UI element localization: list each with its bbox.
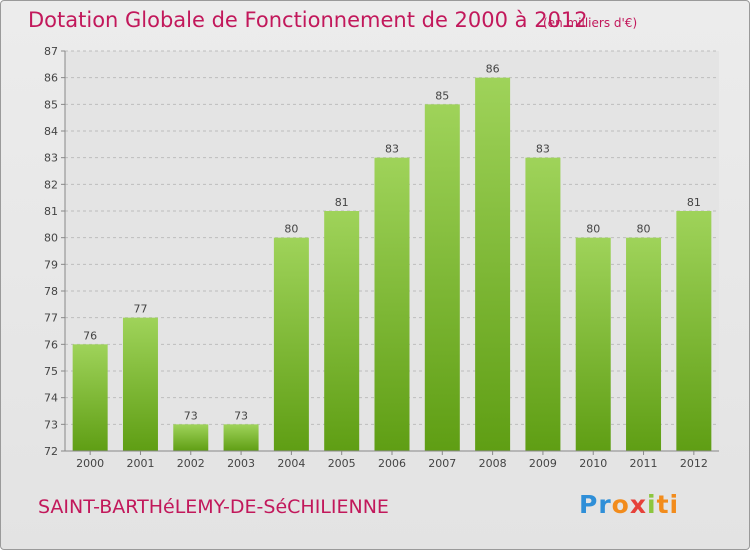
x-tick-label: 2008 [479,457,507,470]
bar [324,211,360,451]
bar [475,77,511,452]
x-tick-label: 2002 [177,457,205,470]
data-label: 81 [687,196,701,209]
x-tick-label: 2004 [277,457,305,470]
x-tick-label: 2005 [328,457,356,470]
y-tick-label: 78 [44,285,58,298]
y-tick-label: 75 [44,365,58,378]
proxiti-logo[interactable]: Proxiti [579,490,679,519]
bar [525,157,561,451]
data-label: 73 [184,409,198,422]
logo-part-5: ti [656,490,680,519]
commune-name: SAINT-BARTHéLEMY-DE-SéCHILIENNE [38,496,389,518]
x-tick-label: 2011 [630,457,658,470]
bar [273,237,309,451]
bar [676,211,712,451]
data-label: 76 [83,329,97,342]
logo-part-1: Pr [579,490,612,519]
x-tick-label: 2007 [428,457,456,470]
chart-title: Dotation Globale de Fonctionnement de 20… [28,8,588,32]
logo-part-2: o [611,490,630,519]
bar [122,317,158,451]
y-tick-label: 85 [44,98,58,111]
data-label: 83 [536,143,550,156]
data-label: 77 [133,303,147,316]
y-tick-label: 84 [44,125,58,138]
axes: 72 73 74 75 76 77 78 79 80 81 82 83 84 85 86 87 2000 2001… [44,45,719,470]
y-tick-label: 82 [44,178,58,191]
data-label: 73 [234,409,248,422]
bar [173,424,209,451]
y-tick-label: 81 [44,205,58,218]
y-tick-label: 79 [44,258,58,271]
y-tick-label: 76 [44,338,58,351]
x-tick-label: 2012 [680,457,708,470]
y-tick-label: 87 [44,45,58,58]
bar [424,104,460,451]
bars: 76 77 73 73 80 81 83 85 86 83 80 80 81 [72,63,712,452]
bar [223,424,259,451]
bar [575,237,611,451]
y-tick-label: 86 [44,72,58,85]
y-tick-label: 74 [44,392,58,405]
data-label: 80 [284,223,298,236]
y-tick-label: 83 [44,152,58,165]
logo-part-4: i [646,490,657,519]
x-tick-label: 2001 [126,457,154,470]
x-tick-label: 2006 [378,457,406,470]
x-tick-label: 2000 [76,457,104,470]
data-label: 80 [637,223,651,236]
data-label: 86 [486,63,500,76]
logo-part-3: x [629,490,647,519]
x-tick-label: 2010 [579,457,607,470]
bar [374,157,410,451]
bar [626,237,662,451]
data-label: 81 [335,196,349,209]
data-label: 85 [435,89,449,102]
y-tick-label: 72 [44,445,58,458]
bar [72,344,108,451]
y-tick-label: 80 [44,232,58,245]
chart-unit-note: (en milliers d'€) [543,16,638,30]
data-label: 80 [586,223,600,236]
y-tick-label: 73 [44,418,58,431]
x-tick-label: 2003 [227,457,255,470]
y-tick-label: 77 [44,312,58,325]
data-label: 83 [385,143,399,156]
x-tick-label: 2009 [529,457,557,470]
